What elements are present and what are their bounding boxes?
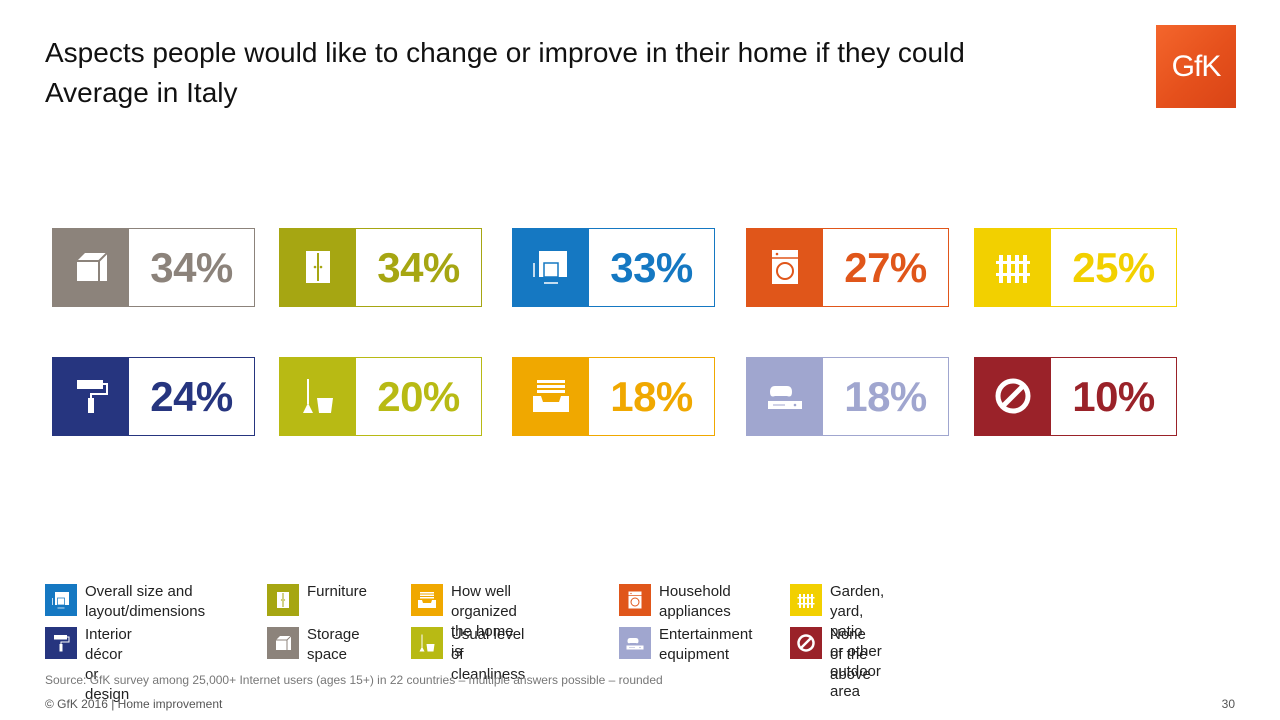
legend-label: Furniture <box>307 583 368 600</box>
source-note: Source: GfK survey among 25,000+ Interne… <box>45 673 663 687</box>
percentage-label: 33% <box>610 243 693 291</box>
legend-label: None of the above <box>830 626 871 683</box>
tile-6: 24% <box>52 357 255 436</box>
tile-2: 34% <box>279 228 482 307</box>
percentage-label: 18% <box>844 372 927 420</box>
percentage-label: 10% <box>1072 372 1155 420</box>
broom-bucket-icon <box>411 627 443 659</box>
paint-roller-icon <box>45 627 77 659</box>
tile-5: 25% <box>974 228 1177 307</box>
legend-label: Storage space <box>307 626 360 663</box>
legend-label: Interior décor or design <box>85 626 132 703</box>
fence-icon <box>790 584 822 616</box>
page-number: 30 <box>1221 697 1235 711</box>
tile-8: 18% <box>512 357 715 436</box>
legend-label: Usual level of cleanliness <box>451 626 526 683</box>
legend-label: Household appliances <box>659 583 731 620</box>
fence-icon <box>975 229 1051 306</box>
broom-bucket-icon <box>280 358 356 435</box>
percentage-label: 34% <box>377 243 460 291</box>
washing-machine-icon <box>619 584 651 616</box>
percentage-label: 24% <box>150 372 233 420</box>
tile-1: 34% <box>52 228 255 307</box>
prohibited-icon <box>790 627 822 659</box>
tile-3: 33% <box>512 228 715 307</box>
footer-copyright: © GfK 2016 | Home improvement <box>45 697 223 711</box>
game-console-icon <box>747 358 823 435</box>
legend-label: Overall size and layout/dimensions <box>85 583 206 620</box>
tile-10: 10% <box>974 357 1177 436</box>
floorplan-icon <box>513 229 589 306</box>
wardrobe-icon <box>280 229 356 306</box>
gfk-logo: GfK <box>1156 25 1236 108</box>
title-line-2: Average in Italy <box>45 77 238 108</box>
tile-9: 18% <box>746 357 949 436</box>
title-line-1: Aspects people would like to change or i… <box>45 37 965 68</box>
drawer-icon <box>513 358 589 435</box>
percentage-label: 20% <box>377 372 460 420</box>
legend-label: Entertainment equipment <box>659 626 753 663</box>
washing-machine-icon <box>747 229 823 306</box>
paint-roller-icon <box>53 358 129 435</box>
tile-7: 20% <box>279 357 482 436</box>
percentage-label: 25% <box>1072 243 1155 291</box>
game-console-icon <box>619 627 651 659</box>
legend-label: How well organized the home is <box>451 583 517 660</box>
box-icon <box>53 229 129 306</box>
prohibited-icon <box>975 358 1051 435</box>
legend-label: Garden, yard, patio or other outdoor area <box>830 583 885 700</box>
tile-4: 27% <box>746 228 949 307</box>
drawer-icon <box>411 584 443 616</box>
percentage-label: 18% <box>610 372 693 420</box>
percentage-label: 34% <box>150 243 233 291</box>
box-icon <box>267 627 299 659</box>
page-title: Aspects people would like to change or i… <box>45 33 965 113</box>
floorplan-icon <box>45 584 77 616</box>
percentage-label: 27% <box>844 243 927 291</box>
wardrobe-icon <box>267 584 299 616</box>
